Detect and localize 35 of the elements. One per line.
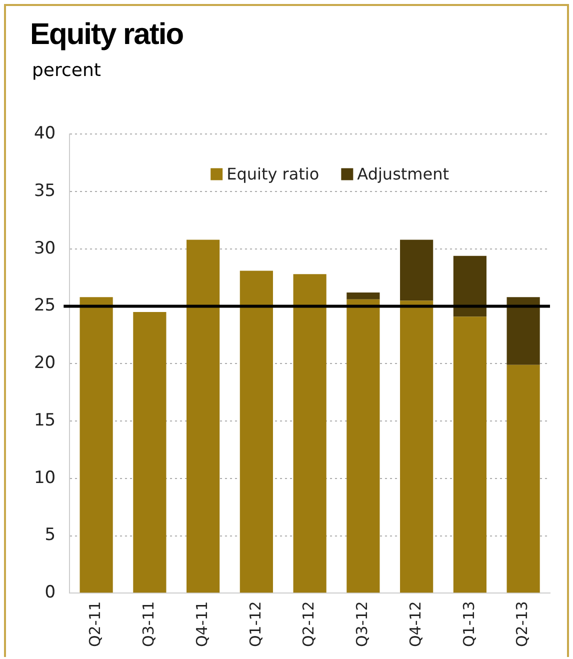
- x-tick-label: Q4-12: [406, 601, 424, 648]
- bar: [506, 364, 540, 593]
- y-tick-label: 5: [44, 525, 56, 546]
- x-tick-label: Q3-12: [353, 601, 372, 648]
- y-tick-label: 30: [34, 238, 56, 258]
- bar: [506, 297, 540, 365]
- bar: [186, 240, 220, 593]
- x-tick-label: Q2-13: [513, 601, 532, 648]
- legend-label: Equity ratio: [226, 164, 320, 184]
- x-tick-label: Q2-12: [300, 601, 318, 648]
- y-tick-label: 10: [34, 468, 56, 488]
- x-tick-label: Q1-12: [246, 601, 264, 648]
- y-tick-label: 0: [44, 582, 56, 603]
- bar: [293, 274, 326, 593]
- y-tick-label: 20: [34, 353, 56, 374]
- bar: [346, 292, 380, 300]
- chart-title: Equity ratio: [30, 18, 184, 52]
- x-tick-label: Q3-11: [140, 601, 158, 648]
- legend-label: Adjustment: [357, 164, 450, 184]
- y-tick-label: 35: [34, 180, 56, 201]
- x-tick-label: Q4-11: [192, 601, 211, 648]
- bar: [80, 297, 113, 593]
- bar: [400, 240, 434, 301]
- y-tick-label: 40: [34, 124, 56, 144]
- bar: [346, 299, 380, 593]
- chart-subtitle: percent: [32, 60, 101, 81]
- bar: [453, 256, 486, 317]
- y-tick-label: 25: [34, 296, 56, 316]
- bar: [133, 312, 166, 593]
- y-tick-label: 15: [34, 410, 56, 430]
- x-tick-label: Q2-11: [86, 601, 104, 648]
- x-tick-label: Q1-13: [460, 601, 478, 648]
- bar: [453, 316, 486, 593]
- bar: [400, 300, 434, 593]
- bar: [240, 270, 273, 593]
